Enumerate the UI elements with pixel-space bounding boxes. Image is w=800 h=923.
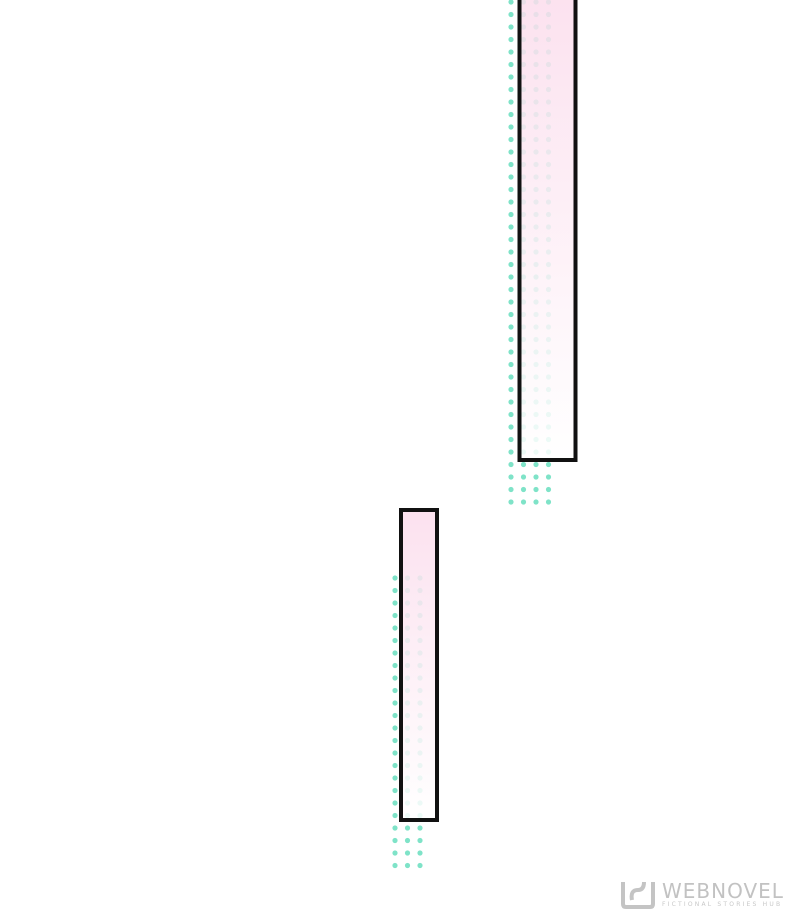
- bar-upper: [517, 0, 578, 462]
- watermark-title: WEBNOVEL: [662, 878, 784, 903]
- bar-lower: [399, 508, 439, 822]
- webnovel-logo-icon: [621, 881, 655, 909]
- watermark-subtitle: FICTIONAL STORIES HUB: [662, 900, 783, 908]
- watermark: WEBNOVEL FICTIONAL STORIES HUB: [620, 878, 784, 910]
